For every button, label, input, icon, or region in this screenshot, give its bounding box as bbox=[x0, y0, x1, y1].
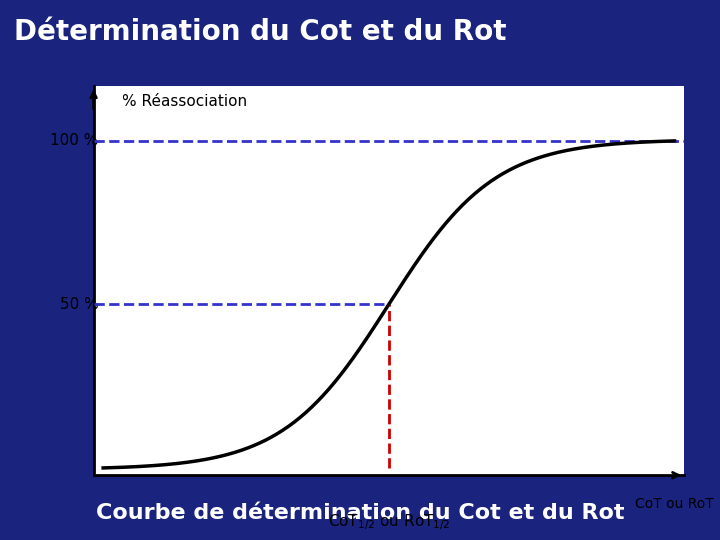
Text: 50 %: 50 % bbox=[60, 297, 99, 312]
Text: Détermination du Cot et du Rot: Détermination du Cot et du Rot bbox=[14, 17, 507, 45]
Text: $\mathregular{CoT_{1/2}}$ ou $\mathregular{RoT_{1/2}}$: $\mathregular{CoT_{1/2}}$ ou $\mathregul… bbox=[328, 511, 450, 531]
Text: Courbe de détermination du Cot et du Rot: Courbe de détermination du Cot et du Rot bbox=[96, 503, 624, 523]
Text: % Réassociation: % Réassociation bbox=[122, 93, 247, 109]
Text: CoT ou RoT: CoT ou RoT bbox=[635, 497, 714, 511]
Text: 100 %: 100 % bbox=[50, 133, 99, 148]
